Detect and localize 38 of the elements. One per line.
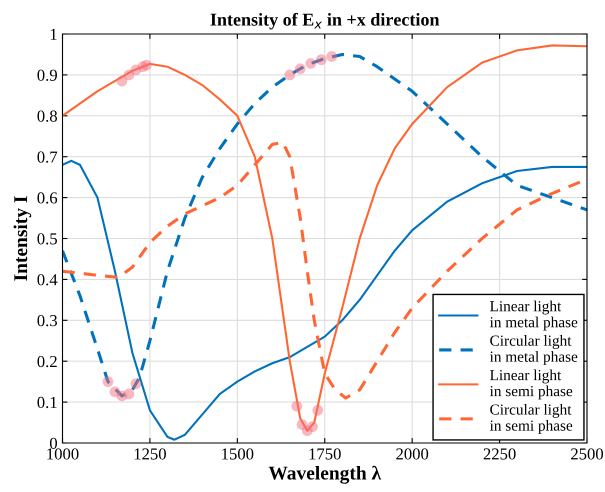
x-tick-label: 1250 (134, 448, 166, 460)
legend-label: Linear light in metal phase (490, 300, 578, 330)
x-tick-label: 2500 (571, 448, 604, 460)
x-tick-label: 2250 (484, 448, 516, 460)
x-tick-label: 2000 (396, 448, 428, 460)
legend-label: Linear light in semi phase (490, 370, 572, 400)
point (291, 400, 302, 412)
y-tick-label: 0.3 (37, 315, 57, 326)
point (102, 376, 114, 388)
point (284, 70, 296, 80)
x-tick-label: 1750 (310, 448, 341, 460)
x-tick-label: 1500 (222, 448, 254, 460)
y-tick-label: 1 (50, 28, 57, 40)
point (326, 51, 338, 62)
chart-title: Intensity of E$_{x}$ in +x direction (210, 12, 440, 30)
x-tick-label: 1000 (47, 448, 79, 460)
y-tick-label: 0.5 (37, 233, 57, 245)
y-tick-label: 0.6 (37, 192, 58, 204)
point (305, 58, 316, 69)
y-tick-label: 0.4 (37, 274, 58, 286)
legend-label: Circular light in semi phase (490, 404, 572, 434)
point (124, 388, 134, 400)
y-tick-label: 0.2 (37, 356, 57, 368)
point (312, 404, 324, 416)
x-axis-title: Wavelength λ (268, 466, 382, 484)
y-tick-label: 0.1 (37, 396, 57, 408)
point (294, 63, 306, 74)
point (316, 54, 327, 66)
point (141, 60, 152, 70)
y-tick-label: 0 (50, 438, 58, 449)
y-tick-label: 0.8 (37, 110, 58, 122)
y-tick-label: 0.7 (37, 151, 58, 163)
legend-label: Circular light in metal phase (490, 335, 578, 365)
y-tick-label: 0.9 (37, 70, 57, 81)
point (116, 76, 128, 86)
point (307, 421, 318, 432)
y-axis-title: Intensity I (14, 196, 32, 281)
point (130, 378, 142, 390)
